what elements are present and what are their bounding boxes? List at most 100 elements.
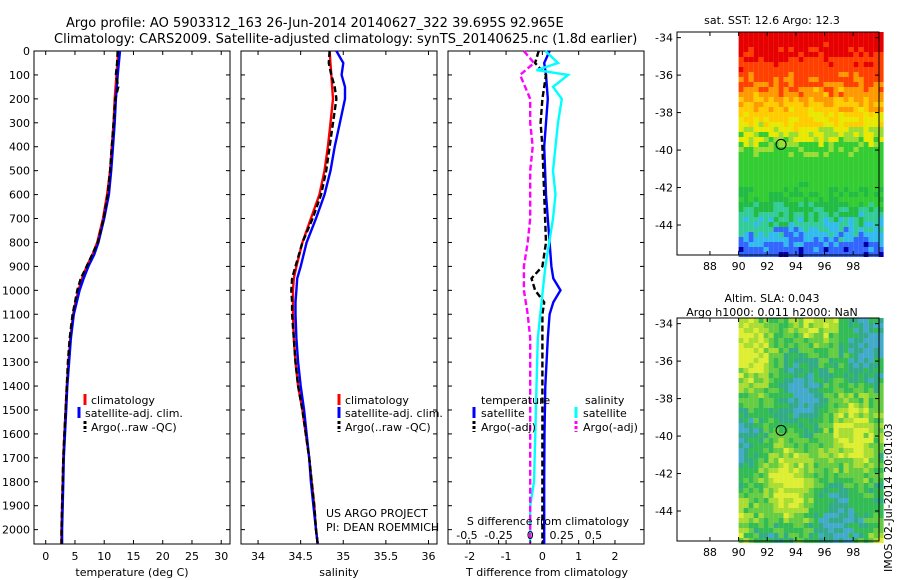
map-cell	[763, 478, 769, 483]
map-cell	[863, 62, 869, 67]
map-cell	[788, 247, 794, 252]
map-cell	[858, 458, 864, 463]
map-cell	[743, 72, 749, 77]
map-cell	[753, 358, 759, 363]
map-cell	[823, 353, 829, 358]
map-cell	[748, 132, 754, 137]
map-cell	[838, 57, 844, 62]
map-cell	[863, 42, 869, 47]
map-cell	[863, 378, 869, 383]
map-cell	[803, 323, 809, 328]
map-cell	[798, 107, 804, 112]
map-cell	[783, 137, 789, 142]
map-cell	[803, 167, 809, 172]
diff-legend-s-title: salinity	[585, 394, 625, 407]
map-cell	[803, 172, 809, 177]
map-cell	[763, 122, 769, 127]
map-cell	[748, 37, 754, 42]
map-cell	[738, 363, 744, 368]
map-cell	[873, 72, 879, 77]
map-cell	[748, 518, 754, 523]
map-cell	[878, 202, 884, 207]
map-cell	[763, 237, 769, 242]
map-cell	[833, 167, 839, 172]
map-cell	[828, 137, 834, 142]
map-cell	[768, 82, 774, 87]
map-cell	[763, 403, 769, 408]
map-cell	[758, 353, 764, 358]
map-cell	[823, 97, 829, 102]
map-cell	[873, 383, 879, 388]
map-cell	[853, 333, 859, 338]
map-cell	[773, 122, 779, 127]
map-cell	[813, 503, 819, 508]
map-cell	[803, 137, 809, 142]
map-cell	[843, 117, 849, 122]
map-cell	[823, 463, 829, 468]
map-cell	[838, 172, 844, 177]
map-cell	[868, 448, 874, 453]
map-cell	[753, 87, 759, 92]
map-cell	[808, 207, 814, 212]
map-cell	[793, 408, 799, 413]
map-cell	[828, 448, 834, 453]
map-cell	[763, 47, 769, 52]
map-cell	[743, 428, 749, 433]
map-cell	[833, 132, 839, 137]
map-cell	[828, 428, 834, 433]
map-cell	[838, 388, 844, 393]
map-cell	[788, 323, 794, 328]
map-cell	[853, 77, 859, 82]
map-cell	[813, 348, 819, 353]
map-cell	[838, 418, 844, 423]
map-cell	[738, 127, 744, 132]
map-cell	[813, 47, 819, 52]
map-cell	[783, 132, 789, 137]
map-cell	[753, 162, 759, 167]
map-cell	[873, 162, 879, 167]
map-cell	[798, 383, 804, 388]
map-cell	[838, 82, 844, 87]
map-cell	[823, 122, 829, 127]
map-cell	[763, 328, 769, 333]
map-cell	[803, 152, 809, 157]
map-cell	[758, 192, 764, 197]
map-cell	[778, 373, 784, 378]
map-cell	[843, 418, 849, 423]
map-cell	[828, 338, 834, 343]
map-cell	[818, 202, 824, 207]
depth-tick-label: 1300	[2, 356, 30, 369]
map-cell	[788, 212, 794, 217]
map-cell	[798, 318, 804, 323]
map-cell	[788, 217, 794, 222]
map-cell	[738, 112, 744, 117]
map-cell	[763, 247, 769, 252]
map-cell	[818, 112, 824, 117]
map-cell	[873, 62, 879, 67]
map-cell	[753, 67, 759, 72]
map-cell	[863, 368, 869, 373]
map-cell	[838, 102, 844, 107]
map-cell	[783, 388, 789, 393]
map-cell	[873, 498, 879, 503]
map-cell	[798, 187, 804, 192]
map-cell	[783, 378, 789, 383]
map-cell	[763, 192, 769, 197]
map-cell	[868, 493, 874, 498]
map-cell	[783, 107, 789, 112]
map-cell	[763, 202, 769, 207]
map-cell	[853, 508, 859, 513]
map-cell	[833, 353, 839, 358]
map-cell	[778, 403, 784, 408]
map-cell	[853, 503, 859, 508]
map-cell	[758, 177, 764, 182]
map-cell	[873, 157, 879, 162]
map-cell	[778, 353, 784, 358]
map-cell	[753, 117, 759, 122]
map-cell	[803, 478, 809, 483]
map-cell	[818, 117, 824, 122]
map-cell	[873, 202, 879, 207]
map-cell	[788, 117, 794, 122]
map-cell	[873, 37, 879, 42]
map-cell	[783, 57, 789, 62]
